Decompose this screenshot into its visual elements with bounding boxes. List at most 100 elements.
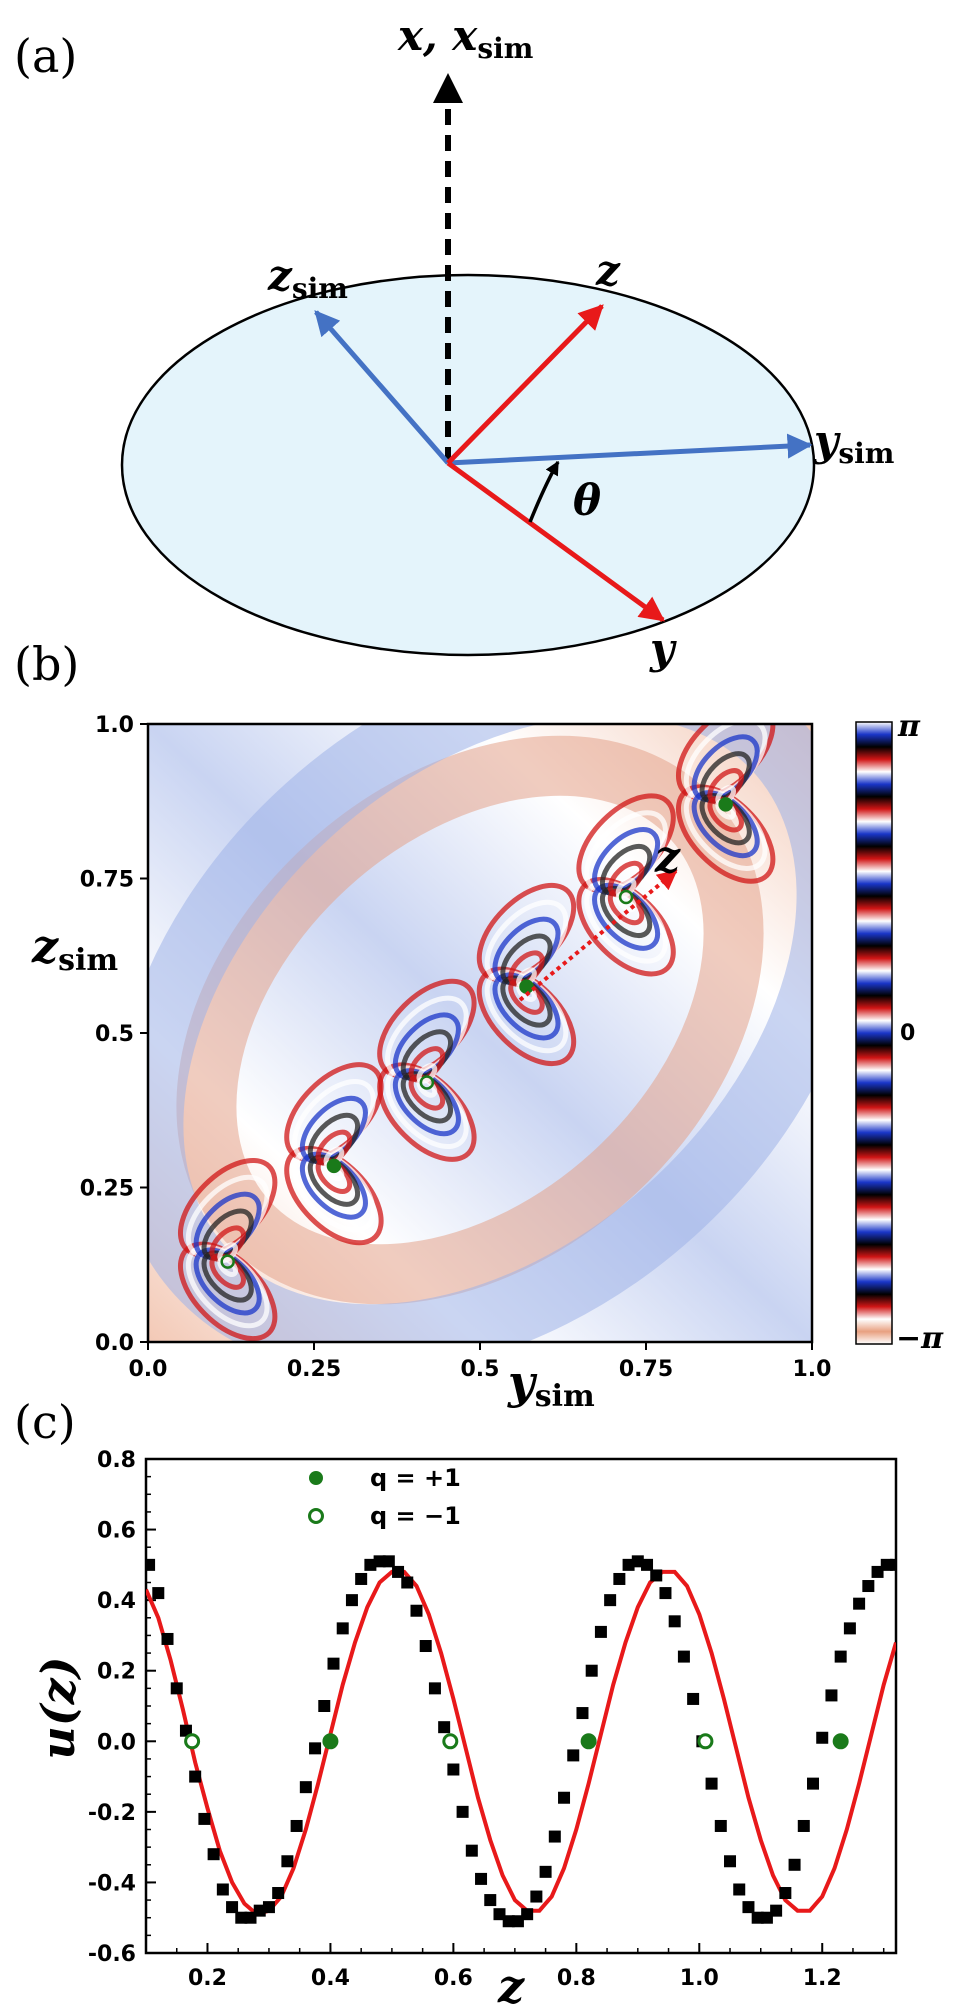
- data-square: [521, 1908, 534, 1921]
- data-square: [548, 1830, 561, 1843]
- data-square: [345, 1594, 358, 1607]
- data-square: [253, 1904, 266, 1917]
- legend-marker-q-plus: [309, 1471, 323, 1485]
- vortex-q-plus-point: [322, 1733, 339, 1750]
- data-square: [622, 1558, 635, 1571]
- vortex-negative: [220, 1254, 235, 1269]
- data-square: [760, 1911, 773, 1924]
- phase-ring-cool: [148, 724, 812, 1342]
- data-square: [530, 1890, 543, 1903]
- y-tick-label: 0.6: [97, 1519, 136, 1544]
- data-square: [309, 1742, 322, 1755]
- data-square: [364, 1558, 377, 1571]
- data-square: [567, 1749, 580, 1762]
- vortex-positive: [718, 797, 733, 812]
- data-square: [825, 1689, 838, 1702]
- data-square: [484, 1894, 497, 1907]
- data-square: [862, 1580, 875, 1593]
- panel-c-ylabel: u(z): [31, 1656, 85, 1759]
- data-square: [281, 1855, 294, 1868]
- data-square: [419, 1640, 432, 1653]
- data-square: [604, 1594, 617, 1607]
- data-square: [226, 1901, 239, 1914]
- data-square: [262, 1901, 275, 1914]
- data-squares: [146, 1555, 896, 1928]
- data-square: [668, 1615, 681, 1628]
- data-square: [493, 1908, 506, 1921]
- colorbar-mid-label: 0: [900, 1021, 915, 1046]
- panel-b-z-label: z: [654, 832, 681, 883]
- data-square: [152, 1587, 165, 1600]
- vortex-lobes: [177, 724, 776, 1342]
- x-tick-label: 0.75: [619, 1357, 673, 1382]
- data-square: [613, 1572, 626, 1585]
- y-tick-label: 0.2: [97, 1660, 136, 1685]
- zsim-arrow: [314, 310, 450, 465]
- data-square: [179, 1724, 192, 1737]
- y-tick-label: -0.6: [88, 1942, 136, 1967]
- x-tick-label: 0.8: [557, 1966, 596, 1991]
- data-square: [511, 1915, 524, 1928]
- vortex-q-plus-point: [580, 1733, 597, 1750]
- plot-frame: [144, 1457, 898, 1955]
- vortex-circles: [184, 1733, 849, 1750]
- x-tick-label: 0.4: [311, 1966, 350, 1991]
- data-square: [336, 1622, 349, 1635]
- panel-b-z-arrow: [518, 869, 678, 1002]
- panel-c: (c) 0.2 0.4 0.6 0.8 1.0 1.2 0.8 0.6 0.4 0.2 0.0 -0.…: [14, 1395, 898, 2008]
- panel-c-xlabel: z: [497, 1959, 525, 2008]
- x-tick-label: 1.0: [680, 1966, 719, 1991]
- y-tick-label: 0.5: [95, 1022, 134, 1047]
- vortex-markers: [220, 797, 733, 1269]
- data-square: [558, 1791, 571, 1804]
- data-square: [438, 1721, 451, 1734]
- panel-b-ylabel: zsim: [31, 919, 118, 978]
- data-square: [641, 1558, 654, 1571]
- axis-z-label: z: [595, 246, 621, 295]
- phase-ring-warm: [176, 735, 764, 1305]
- y-tick-label: 1.0: [95, 713, 134, 738]
- vortex-q-minus-point: [442, 1733, 459, 1750]
- data-square: [207, 1848, 220, 1861]
- y-tick-label: 0.75: [80, 868, 134, 893]
- data-square: [797, 1819, 810, 1832]
- data-square: [834, 1650, 847, 1663]
- y-tick-label: -0.4: [88, 1871, 136, 1896]
- data-square: [816, 1731, 829, 1744]
- data-square: [742, 1901, 755, 1914]
- colorbar-top-label: π: [897, 709, 921, 744]
- data-square: [871, 1565, 884, 1578]
- y-tick-label: 0.0: [97, 1730, 136, 1755]
- vortex-positive: [326, 1158, 342, 1174]
- data-square: [788, 1858, 801, 1871]
- data-square: [382, 1555, 395, 1568]
- x-tick-label: 0.6: [434, 1966, 473, 1991]
- data-square: [216, 1883, 229, 1896]
- x-tick-label: 1.0: [793, 1357, 832, 1382]
- x-tick-label: 0.5: [461, 1357, 500, 1382]
- data-square: [198, 1812, 211, 1825]
- data-square: [585, 1664, 598, 1677]
- z-arrow: [446, 304, 604, 465]
- vortex-negative: [618, 889, 634, 905]
- data-square: [235, 1911, 248, 1924]
- data-square: [373, 1555, 386, 1568]
- data-square: [327, 1657, 340, 1670]
- y-arrow: [446, 460, 666, 623]
- data-square: [687, 1692, 700, 1705]
- vortex-q-minus-point: [697, 1733, 714, 1750]
- y-tick-label: 0.4: [97, 1589, 136, 1614]
- theta-label: θ: [573, 476, 601, 525]
- colorbar: [855, 721, 893, 1345]
- y-tick-label: 0.0: [95, 1331, 134, 1356]
- data-square: [161, 1632, 174, 1645]
- data-square: [677, 1650, 690, 1663]
- data-square: [146, 1558, 156, 1571]
- panel-a-label: (a): [14, 29, 77, 83]
- x-tick-label: 0.0: [129, 1357, 168, 1382]
- data-square: [576, 1707, 589, 1720]
- data-square: [355, 1572, 368, 1585]
- data-square: [244, 1911, 257, 1924]
- data-square: [779, 1887, 792, 1900]
- data-square: [410, 1604, 423, 1617]
